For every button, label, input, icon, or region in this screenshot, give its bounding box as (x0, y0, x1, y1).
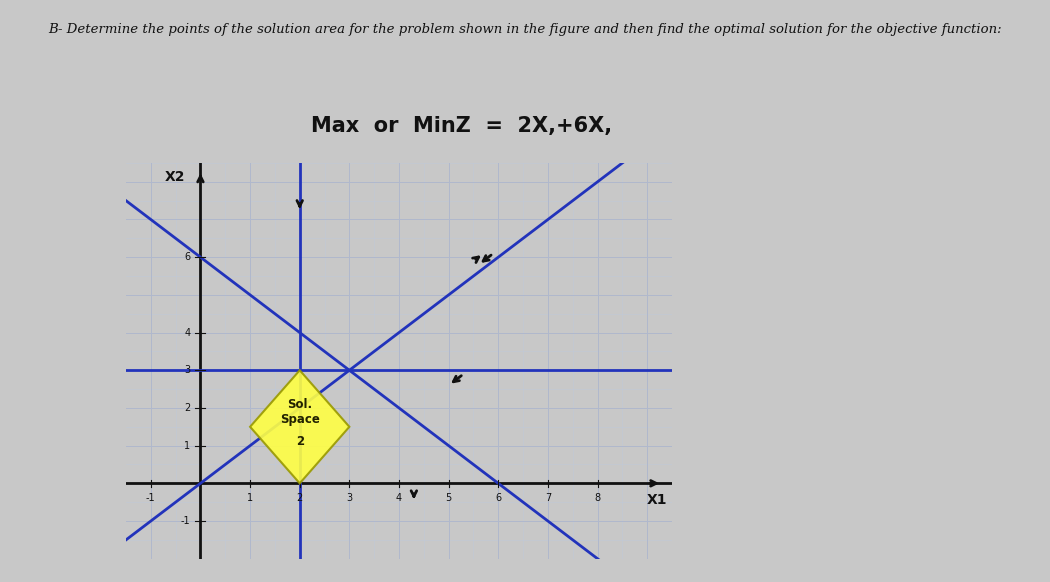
Text: -1: -1 (181, 516, 190, 526)
Text: 6: 6 (496, 493, 501, 503)
Text: -1: -1 (146, 493, 155, 503)
Text: 2: 2 (185, 403, 190, 413)
Polygon shape (250, 370, 350, 483)
Text: Space: Space (279, 413, 319, 426)
Text: Sol.: Sol. (287, 398, 312, 411)
Text: B- Determine the points of the solution area for the problem shown in the figure: B- Determine the points of the solution … (48, 23, 1002, 36)
Text: 4: 4 (185, 328, 190, 338)
Text: 1: 1 (185, 441, 190, 450)
Text: 4: 4 (396, 493, 402, 503)
Text: 7: 7 (545, 493, 551, 503)
Text: 8: 8 (594, 493, 601, 503)
Text: Max  or  MinZ  =  2X,+6X,: Max or MinZ = 2X,+6X, (312, 116, 612, 136)
Text: 5: 5 (445, 493, 452, 503)
Text: 2: 2 (296, 435, 303, 448)
Text: X2: X2 (165, 171, 186, 184)
Text: 1: 1 (247, 493, 253, 503)
Text: 3: 3 (346, 493, 353, 503)
Text: 2: 2 (296, 493, 302, 503)
Text: 6: 6 (185, 252, 190, 262)
Text: X1: X1 (647, 493, 668, 507)
Text: 3: 3 (185, 365, 190, 375)
